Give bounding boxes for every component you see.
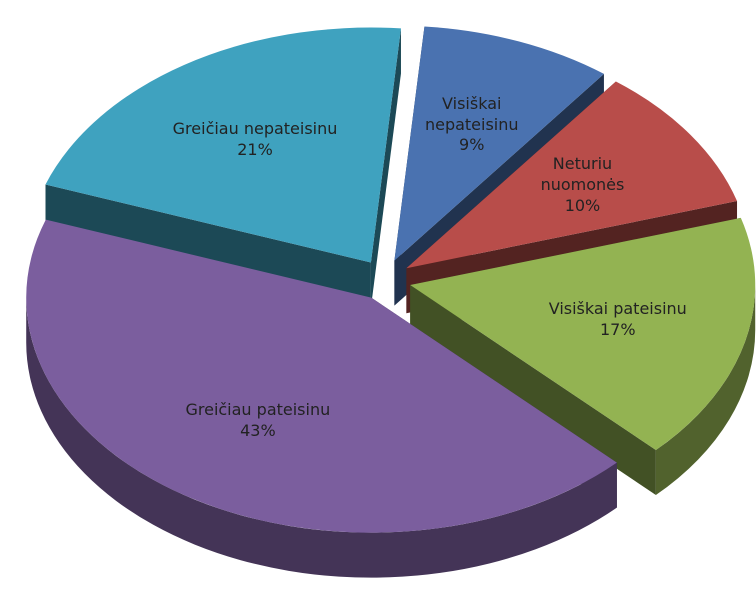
value-label: 10%	[564, 195, 601, 215]
category-label: Neturiu nuomonės	[540, 154, 625, 195]
category-label: Visiškai pateisinu	[548, 299, 687, 319]
slice	[410, 217, 756, 451]
slice	[406, 81, 738, 269]
category-label: Greičiau pateisinu	[185, 400, 331, 420]
slice-label: Neturiu nuomonės 10%	[522, 154, 642, 216]
slice-side	[370, 28, 401, 308]
slice-side	[655, 285, 756, 496]
slice	[26, 219, 617, 533]
slice-label: Greičiau pateisinu 43%	[185, 400, 330, 442]
category-label: Greičiau nepateisinu	[172, 119, 338, 139]
category-label: Visiškai nepateisinu	[424, 93, 519, 134]
slice-side	[45, 184, 371, 308]
value-label: 9%	[459, 135, 485, 155]
slice-label: Visiškai nepateisinu 9%	[412, 94, 532, 156]
value-label: 17%	[599, 320, 636, 340]
slice-label: Greičiau nepateisinu 21%	[173, 119, 338, 161]
slice-side	[26, 297, 617, 578]
slice	[45, 27, 401, 263]
slice-side	[410, 285, 656, 496]
value-label: 21%	[237, 140, 273, 160]
slice-tops	[26, 26, 756, 533]
slice-label: Visiškai pateisinu 17%	[549, 299, 687, 341]
slice	[394, 26, 604, 261]
value-label: 43%	[240, 421, 276, 441]
